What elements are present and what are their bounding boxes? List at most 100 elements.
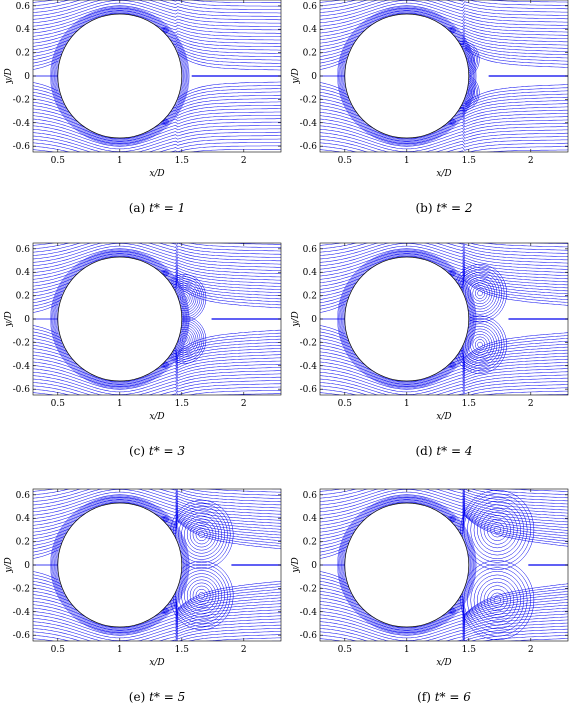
streamlines bbox=[320, 0, 568, 152]
x-tick-label: 2 bbox=[241, 645, 247, 655]
y-axis-label: y/D bbox=[291, 311, 301, 327]
cylinder bbox=[344, 502, 470, 628]
streamlines bbox=[33, 243, 281, 395]
panel-caption: (b) t* = 2 bbox=[416, 201, 473, 215]
y-tick-label: 0 bbox=[311, 315, 317, 325]
y-tick-label: -0.4 bbox=[300, 608, 318, 618]
y-tick-label: 0.2 bbox=[16, 49, 30, 59]
y-tick-label: -0.2 bbox=[13, 584, 30, 594]
x-axis-label: x/D bbox=[149, 169, 164, 179]
streamlines bbox=[320, 243, 568, 395]
x-tick-label: 1 bbox=[117, 399, 123, 409]
y-tick-label: -0.2 bbox=[300, 584, 317, 594]
y-tick-label: -0.6 bbox=[13, 142, 31, 152]
y-tick-label: 0.4 bbox=[16, 268, 31, 278]
y-tick-label: -0.4 bbox=[13, 119, 31, 129]
cylinder bbox=[57, 256, 183, 382]
x-tick-label: 1 bbox=[117, 645, 123, 655]
x-tick-label: 2 bbox=[528, 645, 534, 655]
panel-caption: (c) t* = 3 bbox=[129, 444, 185, 458]
y-tick-label: -0.6 bbox=[300, 385, 318, 395]
y-tick-label: 0.4 bbox=[303, 25, 318, 35]
x-axis-label: x/D bbox=[149, 412, 164, 422]
streamlines bbox=[320, 489, 568, 641]
y-axis-label: y/D bbox=[4, 68, 14, 84]
y-axis-label: y/D bbox=[4, 557, 14, 573]
panel-a: 0.5 1 1.5 2 -0.6 -0.4 -0.2 0 0.2 0.4 0.6 x/D y/D (a) … bbox=[4, 0, 282, 215]
y-tick-label: -0.2 bbox=[300, 95, 317, 105]
y-tick-label: 0.6 bbox=[303, 491, 318, 501]
y-tick-label: 0.4 bbox=[16, 514, 31, 524]
y-tick-label: -0.6 bbox=[13, 631, 31, 641]
y-tick-label: 0.4 bbox=[303, 514, 318, 524]
y-tick-label: 0.2 bbox=[16, 292, 30, 302]
y-tick-label: -0.6 bbox=[300, 142, 318, 152]
x-tick-label: 1.5 bbox=[175, 645, 190, 655]
y-tick-label: 0.6 bbox=[303, 2, 318, 12]
y-tick-label: -0.6 bbox=[300, 631, 318, 641]
y-axis-label: y/D bbox=[291, 557, 301, 573]
y-tick-label: 0.2 bbox=[303, 538, 317, 548]
panel-f: 0.5 1 1.5 2 -0.6 -0.4 -0.2 0 0.2 0.4 0.6 x/D y/D (f) … bbox=[291, 488, 569, 704]
y-tick-label: 0.4 bbox=[303, 268, 318, 278]
y-tick-label: 0 bbox=[24, 561, 30, 571]
y-axis-label: y/D bbox=[291, 68, 301, 84]
y-tick-label: -0.4 bbox=[13, 362, 31, 372]
x-tick-label: 0.5 bbox=[51, 156, 66, 166]
x-tick-label: 0.5 bbox=[338, 399, 353, 409]
panel-e: 0.5 1 1.5 2 -0.6 -0.4 -0.2 0 0.2 0.4 0.6 x/D y/D (e) … bbox=[4, 488, 282, 704]
y-tick-label: -0.2 bbox=[13, 95, 30, 105]
y-tick-label: 0 bbox=[311, 561, 317, 571]
cylinder bbox=[344, 13, 470, 139]
y-tick-label: -0.2 bbox=[13, 338, 30, 348]
x-tick-label: 0.5 bbox=[338, 645, 353, 655]
y-tick-label: 0.4 bbox=[16, 25, 31, 35]
y-tick-label: 0 bbox=[24, 315, 30, 325]
x-tick-label: 0.5 bbox=[51, 645, 66, 655]
y-tick-label: -0.4 bbox=[13, 608, 31, 618]
x-tick-label: 1.5 bbox=[175, 399, 190, 409]
x-tick-label: 1 bbox=[404, 399, 410, 409]
streamlines bbox=[33, 489, 281, 641]
cylinder bbox=[57, 13, 183, 139]
y-tick-label: 0.6 bbox=[16, 245, 31, 255]
streamlines bbox=[33, 0, 281, 152]
panel-caption: (e) t* = 5 bbox=[129, 690, 185, 704]
panel-caption: (f) t* = 6 bbox=[417, 690, 471, 704]
cylinder bbox=[57, 502, 183, 628]
cylinder bbox=[344, 256, 470, 382]
panel-caption: (d) t* = 4 bbox=[416, 444, 473, 458]
x-tick-label: 2 bbox=[528, 156, 534, 166]
x-tick-label: 1.5 bbox=[175, 156, 190, 166]
x-tick-label: 2 bbox=[241, 156, 247, 166]
panel-b: 0.5 1 1.5 2 -0.6 -0.4 -0.2 0 0.2 0.4 0.6 x/D y/D (b) … bbox=[291, 0, 569, 215]
y-tick-label: 0 bbox=[311, 72, 317, 82]
y-tick-label: 0 bbox=[24, 72, 30, 82]
y-tick-label: 0.6 bbox=[16, 2, 31, 12]
x-axis-label: x/D bbox=[436, 169, 451, 179]
y-tick-label: 0.2 bbox=[16, 538, 30, 548]
y-axis-label: y/D bbox=[4, 311, 14, 327]
x-tick-label: 0.5 bbox=[51, 399, 66, 409]
x-tick-label: 2 bbox=[241, 399, 247, 409]
panel-c: 0.5 1 1.5 2 -0.6 -0.4 -0.2 0 0.2 0.4 0.6 x/D y/D (c) … bbox=[4, 242, 282, 458]
panel-caption: (a) t* = 1 bbox=[129, 201, 185, 215]
y-tick-label: -0.4 bbox=[300, 362, 318, 372]
x-tick-label: 1 bbox=[404, 645, 410, 655]
y-tick-label: -0.2 bbox=[300, 338, 317, 348]
x-tick-label: 0.5 bbox=[338, 156, 353, 166]
x-axis-label: x/D bbox=[436, 412, 451, 422]
x-tick-label: 1.5 bbox=[462, 399, 477, 409]
y-tick-label: 0.6 bbox=[303, 245, 318, 255]
x-axis-label: x/D bbox=[149, 658, 164, 668]
y-tick-label: 0.6 bbox=[16, 491, 31, 501]
y-tick-label: -0.6 bbox=[13, 385, 31, 395]
x-axis-label: x/D bbox=[436, 658, 451, 668]
x-tick-label: 1 bbox=[404, 156, 410, 166]
y-tick-label: -0.4 bbox=[300, 119, 318, 129]
panel-d: 0.5 1 1.5 2 -0.6 -0.4 -0.2 0 0.2 0.4 0.6 x/D y/D (d) … bbox=[291, 242, 569, 458]
y-tick-label: 0.2 bbox=[303, 292, 317, 302]
x-tick-label: 1 bbox=[117, 156, 123, 166]
y-tick-label: 0.2 bbox=[303, 49, 317, 59]
